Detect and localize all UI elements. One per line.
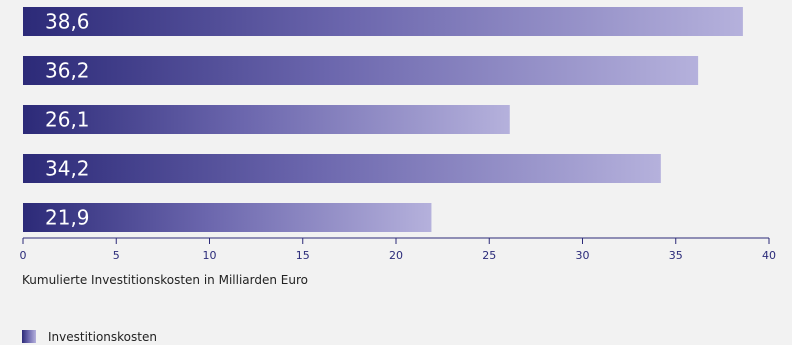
legend: Investitionskosten <box>22 330 157 344</box>
bar-4 <box>23 154 661 183</box>
bar-value-label-2: 36,2 <box>45 59 90 83</box>
x-axis: 0 5 10 15 20 25 30 35 40 <box>20 237 776 262</box>
bar-value-label-5: 21,9 <box>45 206 90 230</box>
bar-value-label-4: 34,2 <box>45 157 90 181</box>
bar-value-label-3: 26,1 <box>45 108 90 132</box>
bar-5 <box>23 203 432 232</box>
x-tick-label-15: 15 <box>296 249 310 262</box>
x-tick-label-5: 5 <box>113 249 120 262</box>
x-tick-label-10: 10 <box>203 249 217 262</box>
x-tick-label-35: 35 <box>669 249 683 262</box>
legend-label: Investitionskosten <box>48 330 157 344</box>
x-tick-label-40: 40 <box>762 249 776 262</box>
bar-1 <box>23 7 743 36</box>
x-tick-label-30: 30 <box>576 249 590 262</box>
x-tick-label-0: 0 <box>20 249 27 262</box>
x-axis-title: Kumulierte Investitionskosten in Milliar… <box>22 273 308 287</box>
x-tick-label-25: 25 <box>482 249 496 262</box>
bar-value-label-1: 38,6 <box>45 10 90 34</box>
x-tick-label-20: 20 <box>389 249 403 262</box>
bar-3 <box>23 105 510 134</box>
bar-2 <box>23 56 699 85</box>
bars-group: 38,6 36,2 26,1 34,2 21,9 <box>23 7 743 232</box>
legend-swatch <box>22 330 36 343</box>
